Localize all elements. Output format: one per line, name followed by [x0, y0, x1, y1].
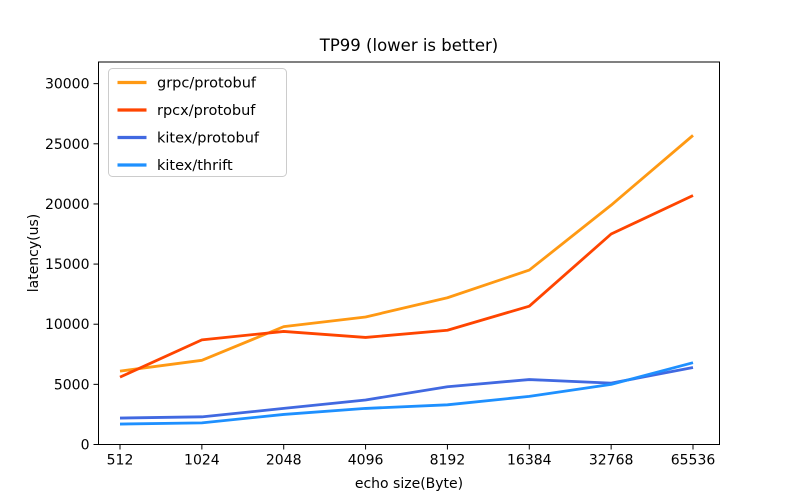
legend-label: grpc/protobuf [157, 76, 257, 92]
series-line-kitex-thrift [119, 361, 694, 426]
x-tick-label: 8192 [430, 453, 466, 469]
y-tick-label: 5000 [54, 377, 90, 393]
x-axis-label: echo size(Byte) [355, 476, 463, 492]
legend-label: kitex/thrift [157, 158, 233, 174]
x-tick-label: 16384 [507, 453, 552, 469]
x-tick-label: 4096 [348, 453, 384, 469]
y-tick-label: 15000 [45, 257, 90, 273]
x-tick-label: 65536 [671, 453, 716, 469]
legend-box [108, 68, 287, 177]
y-tick-label: 10000 [45, 317, 90, 333]
series-line-rpcx-protobuf [119, 194, 694, 379]
y-tick-label: 0 [81, 438, 90, 454]
legend-label: rpcx/protobuf [157, 103, 256, 119]
series-lines [119, 134, 694, 426]
chart-title: TP99 (lower is better) [319, 36, 498, 55]
y-tick-label: 30000 [45, 77, 90, 93]
x-tick-label: 512 [107, 453, 134, 469]
x-tick-label: 32768 [589, 453, 634, 469]
y-tick-label: 20000 [45, 197, 90, 213]
axes: 0 5000 10000 15000 20000 25000 30000 512 1024 204… [45, 61, 720, 469]
plot-frame [98, 61, 720, 445]
y-axis-label: latency(us) [26, 214, 42, 293]
legend: grpc/protobuf rpcx/protobuf kitex/protobuf… [108, 68, 287, 177]
series-line-grpc-protobuf [119, 134, 694, 373]
x-tick-label: 2048 [266, 453, 302, 469]
y-tick-label: 25000 [45, 137, 90, 153]
series-line-kitex-protobuf [119, 366, 694, 420]
legend-label: kitex/protobuf [157, 131, 260, 147]
x-tick-label: 1024 [184, 453, 220, 469]
